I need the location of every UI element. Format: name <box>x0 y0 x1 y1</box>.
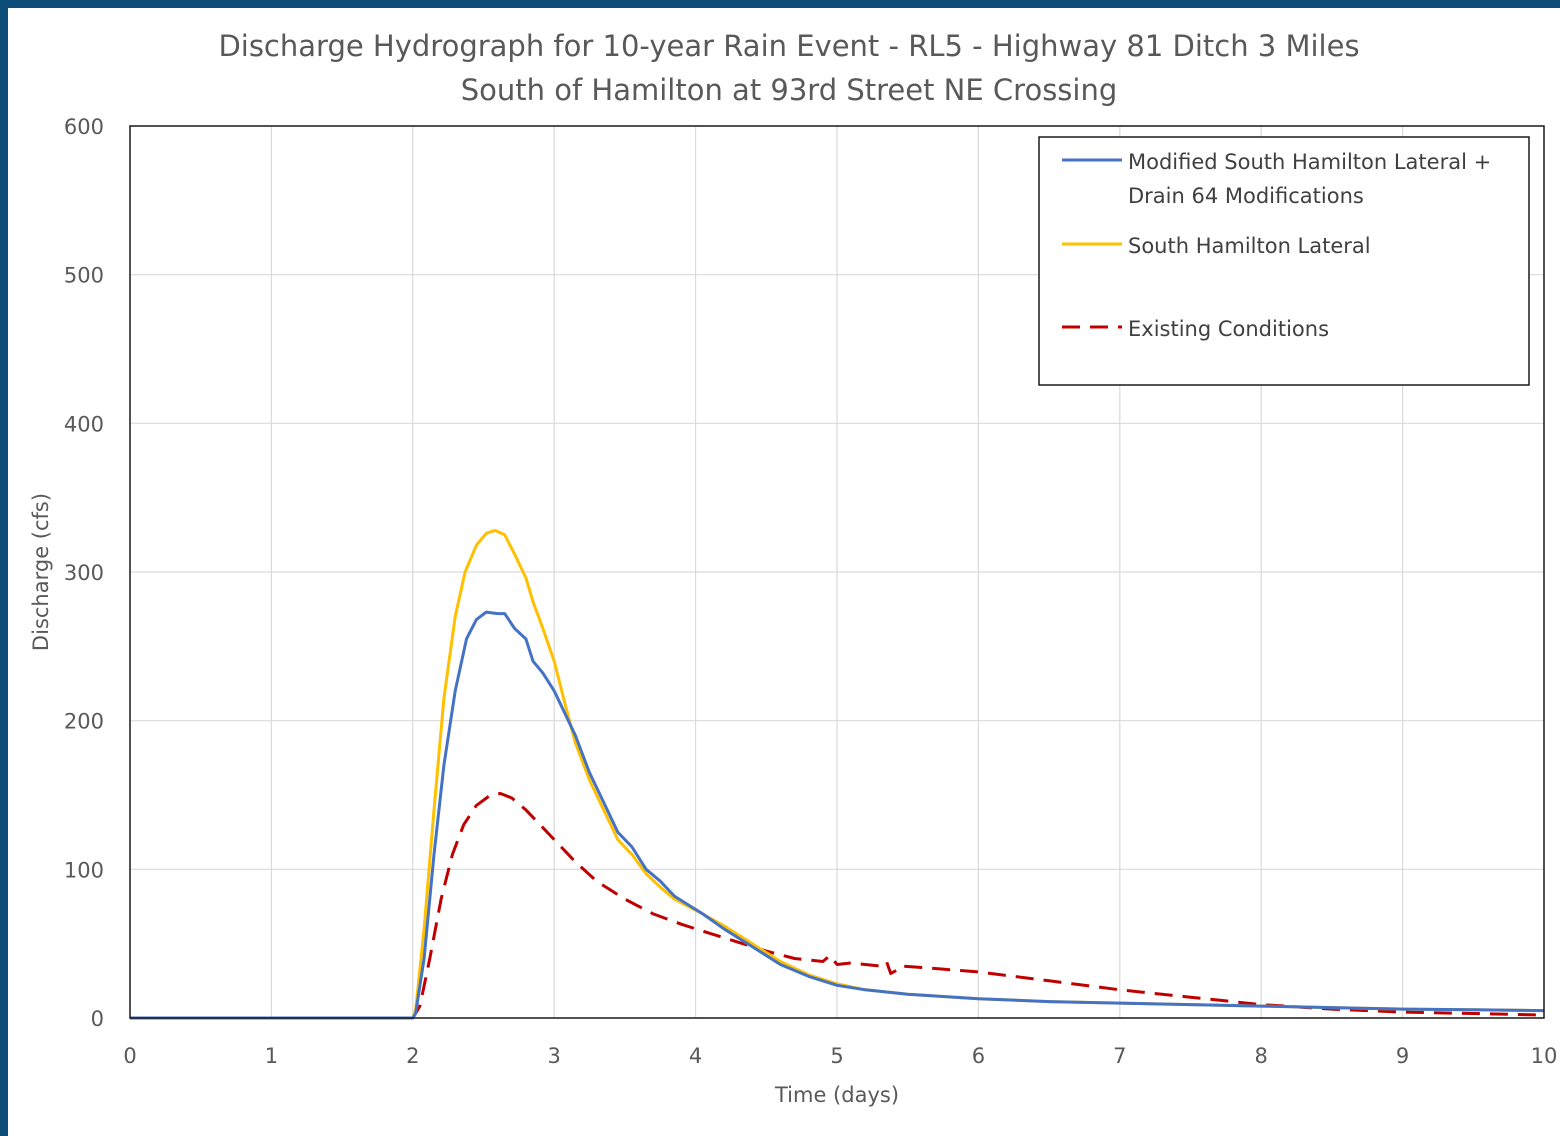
plot-area-border <box>129 125 1545 1019</box>
x-tick-label: 2 <box>406 1044 419 1068</box>
y-tick-label: 0 <box>91 1007 104 1031</box>
y-tick-label: 300 <box>64 561 104 585</box>
series-lines <box>130 528 1545 1020</box>
legend-label-south-hamilton: South Hamilton Lateral <box>1128 234 1371 258</box>
x-tick-label: 9 <box>1396 1044 1409 1068</box>
chart-title-line-2: South of Hamilton at 93rd Street NE Cros… <box>461 73 1118 107</box>
series-line-existing <box>130 792 1545 1020</box>
x-tick-label: 10 <box>1531 1044 1558 1068</box>
y-tick-labels: 0 100 200 300 400 500 600 <box>64 115 104 1031</box>
x-tick-label: 1 <box>265 1044 278 1068</box>
x-tick-label: 6 <box>972 1044 985 1068</box>
x-tick-label: 5 <box>830 1044 843 1068</box>
legend: Modified South Hamilton Lateral + Drain … <box>1038 136 1530 386</box>
x-tick-label: 4 <box>689 1044 702 1068</box>
y-tick-label: 600 <box>64 115 104 139</box>
chart-frame: Discharge Hydrograph for 10-year Rain Ev… <box>8 8 1560 1136</box>
y-tick-label: 100 <box>64 858 104 882</box>
chart-title-line-1: Discharge Hydrograph for 10-year Rain Ev… <box>218 29 1359 63</box>
y-tick-label: 200 <box>64 710 104 734</box>
legend-box <box>1038 136 1530 386</box>
legend-label-modified-line-1: Modified South Hamilton Lateral + <box>1128 150 1491 174</box>
x-tick-labels: 0 1 2 3 4 5 6 7 8 9 10 <box>123 1044 1557 1068</box>
x-tick-label: 0 <box>123 1044 136 1068</box>
y-tick-label: 400 <box>64 412 104 436</box>
legend-label-existing: Existing Conditions <box>1128 317 1329 341</box>
x-tick-label: 3 <box>548 1044 561 1068</box>
series-line-modified <box>130 610 1545 1020</box>
discharge-hydrograph-chart: Discharge Hydrograph for 10-year Rain Ev… <box>29 29 1557 1107</box>
x-tick-label: 8 <box>1255 1044 1268 1068</box>
x-tick-label: 7 <box>1113 1044 1126 1068</box>
y-axis-title: Discharge (cfs) <box>29 493 53 651</box>
x-axis-title: Time (days) <box>774 1083 899 1107</box>
y-tick-label: 500 <box>64 264 104 288</box>
legend-label-modified-line-2: Drain 64 Modifications <box>1128 184 1364 208</box>
